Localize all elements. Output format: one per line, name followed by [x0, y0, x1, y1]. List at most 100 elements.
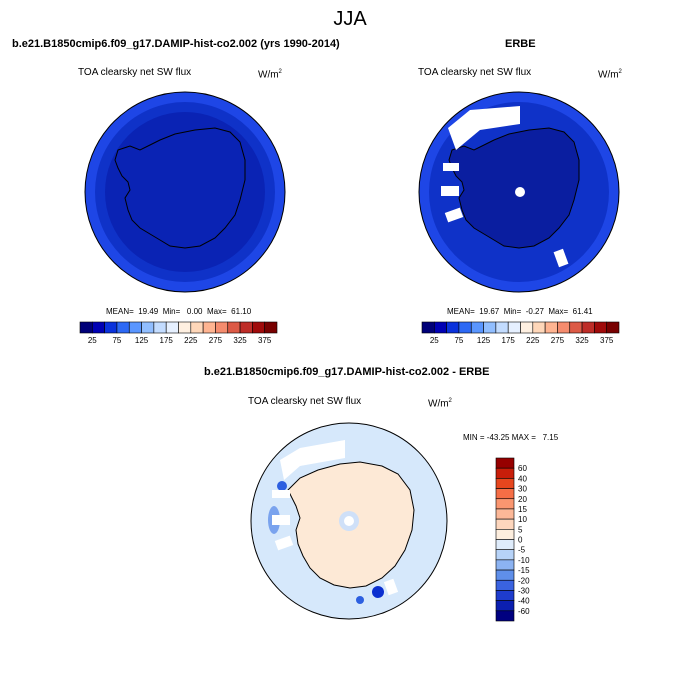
panel-1-title: b.e21.B1850cmip6.f09_g17.DAMIP-hist-co2.…	[12, 38, 340, 50]
panel-3-anomaly-patch	[277, 481, 287, 491]
panel-2-units: W/m2	[598, 69, 622, 81]
panel-2-colorbar-box	[569, 321, 583, 334]
panel-3-pole-hole	[344, 516, 354, 526]
panel-1-colorbar-box	[264, 321, 278, 334]
panel-1-colorbar-box	[153, 321, 167, 334]
panel-1-units: W/m2	[258, 69, 282, 81]
panel-3-colorbar-box	[495, 539, 515, 550]
panel-3-colorbar-box	[495, 488, 515, 500]
panel-1-colorbar-box	[252, 321, 265, 334]
panel-3-colorbar-box	[495, 569, 515, 581]
panel-1-colorbar-box	[227, 321, 241, 334]
panel-2-colorbar-box	[581, 321, 595, 334]
panel-3-colorbar-box	[495, 600, 515, 612]
panel-3-colorbar-box	[495, 559, 515, 571]
panel-1-colorbar-box	[128, 321, 142, 334]
panel-3-colorbar-box	[495, 590, 515, 601]
panel-2-colorbar-tick-label: 375	[600, 336, 614, 345]
panel-2-colorbar-tick-label: 125	[477, 336, 491, 345]
panel-2-pole-hole	[515, 187, 525, 197]
panel-2-colorbar-box	[495, 321, 509, 334]
panel-3-colorbar-box	[495, 549, 515, 561]
panel-3-missing-data	[280, 440, 345, 480]
panel-3-map	[251, 423, 447, 619]
panel-3-colorbar-box	[495, 529, 515, 540]
panel-1-colorbar-box	[92, 321, 105, 334]
panel-3-colorbar-tick-label: 60	[518, 464, 527, 473]
panel-1-colorbar-box	[165, 321, 179, 334]
panel-1-colorbar-box	[239, 321, 253, 334]
panel-1-colorbar-tick-label: 375	[258, 336, 272, 345]
panel-3-missing-data	[272, 515, 290, 525]
panel-2-missing-data	[444, 207, 464, 223]
panel-1-colorbar-tick-label: 125	[135, 336, 149, 345]
panel-2-colorbar-box	[532, 321, 546, 334]
panel-3-title: b.e21.B1850cmip6.f09_g17.DAMIP-hist-co2.…	[204, 366, 490, 378]
panel-1-colorbar-box	[190, 321, 204, 334]
panel-3-colorbar-box	[495, 508, 515, 520]
colorbars: 25 75 125 175 225 275 325 375 25 75 125 175 225 275 32…	[79, 321, 620, 622]
panel-3-missing-data	[383, 578, 399, 596]
panel-2-colorbar-tick-label: 25	[430, 336, 439, 345]
panel-2-map	[419, 92, 619, 292]
panel-3-colorbar-tick-label: 0	[518, 536, 523, 545]
panel-1-colorbar-box	[116, 321, 130, 334]
panel-2-colorbar-tick-label: 75	[454, 336, 463, 345]
panel-2-missing-data	[448, 106, 520, 150]
panel-3-colorbar-tick-label: 5	[518, 525, 523, 534]
panel-2-missing-data	[441, 186, 459, 196]
panel-2-colorbar-box	[458, 321, 472, 334]
panel-2-map-border	[418, 91, 620, 293]
page-title: JJA	[333, 8, 367, 30]
panel-3-colorbar-box	[495, 467, 515, 479]
panel-2-missing-data	[443, 163, 459, 171]
panel-1-colorbar-tick-label: 275	[209, 336, 223, 345]
panel-3-anomaly-patch	[372, 586, 384, 598]
panel-2-colorbar-box	[470, 321, 484, 334]
panel-1-inner-field	[105, 112, 265, 272]
panel-1-colorbar-box	[79, 321, 93, 334]
panel-3-colorbar-tick-label: -40	[518, 597, 530, 606]
panel-2-colorbar-box	[507, 321, 521, 334]
panel-2-colorbar-tick-label: 175	[502, 336, 516, 345]
panel-2-continent-field	[449, 128, 579, 248]
panel-2-missing-data	[553, 248, 569, 268]
panel-3-anomaly-patch	[356, 596, 364, 604]
panel-1-colorbar-box	[215, 321, 229, 334]
panel-3-units: W/m2	[428, 398, 452, 410]
panel-3-map-border	[250, 422, 448, 620]
panel-2-colorbar-tick-label: 225	[526, 336, 540, 345]
panel-3-colorbar-box	[495, 498, 515, 510]
panel-1-colorbar-tick-label: 75	[112, 336, 121, 345]
panel-3-colorbar-box	[495, 518, 515, 530]
panel-2-colorbar-box	[483, 321, 497, 334]
panel-2-colorbar-box	[606, 321, 620, 334]
panel-1-colorbar-tick-label: 325	[233, 336, 247, 345]
panel-2-title: ERBE	[505, 38, 536, 50]
panel-3-colorbar-tick-label: 10	[518, 515, 527, 524]
panel-3-colorbar-tick-label: -15	[518, 566, 530, 575]
panel-2-variable: TOA clearsky net SW flux	[418, 67, 532, 78]
panel-3-variable: TOA clearsky net SW flux	[248, 396, 362, 407]
panel-3-colorbar-tick-label: 30	[518, 485, 527, 494]
panel-3-colorbar-tick-label: 15	[518, 505, 527, 514]
panel-3-colorbar-tick-label: -30	[518, 586, 530, 595]
panel-1-colorbar-box	[141, 321, 155, 334]
panel-3-colorbar-tick-label: 40	[518, 474, 527, 483]
panel-1-colorbar-box	[202, 321, 216, 334]
panel-1-coastline	[114, 127, 246, 249]
panel-2-colorbar-tick-label: 325	[575, 336, 589, 345]
panel-1-colorbar-tick-label: 25	[88, 336, 97, 345]
panel-1-stats: MEAN= 19.49 Min= 0.00 Max= 61.10	[106, 307, 252, 316]
panel-3-colorbar-box	[495, 579, 515, 591]
panel-3-colorbar-box	[495, 478, 515, 489]
panel-3-colorbar-tick-label: -60	[518, 607, 530, 616]
panel-3-colorbar-tick-label: -20	[518, 576, 530, 585]
panel-3-colorbar-tick-label: -10	[518, 556, 530, 565]
panel-2-colorbar-box	[557, 321, 571, 334]
panel-2-colorbar-box	[544, 321, 558, 334]
panel-1-colorbar-box	[104, 321, 118, 334]
panel-1-variable: TOA clearsky net SW flux	[78, 67, 192, 78]
panel-2-colorbar-box	[446, 321, 460, 334]
